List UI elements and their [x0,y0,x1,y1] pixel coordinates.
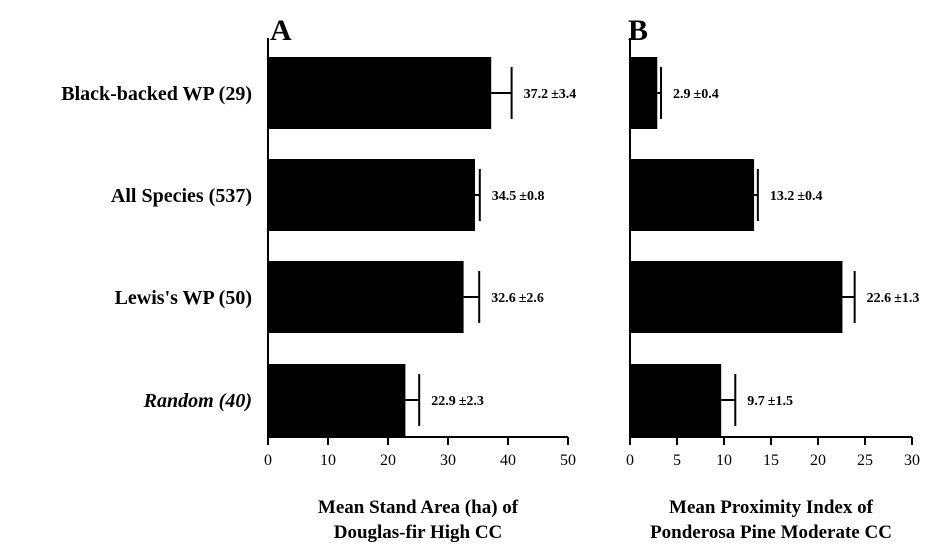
bar [630,261,843,333]
data-label: 37.2 ±3.4 [524,87,577,102]
x-axis-title: Ponderosa Pine Moderate CC [650,522,892,543]
x-tick-label: 30 [904,452,920,469]
x-tick-label: 15 [763,452,779,469]
bar [268,57,492,129]
x-tick-label: 10 [716,452,732,469]
x-tick-label: 20 [380,452,396,469]
bar [268,159,475,231]
x-tick-label: 40 [500,452,516,469]
x-tick-label: 50 [560,452,576,469]
category-label: Lewis's WP (50) [115,287,252,309]
x-axis-title: Mean Proximity Index of [669,497,874,518]
panel-a: A 37.2 ±3.4 34.5 ±0.8 32.6 ±2.6 22.9 ±2.3 0 10 20 30… [264,14,576,543]
data-label: 9.7 ±1.5 [747,394,793,409]
data-label: 22.6 ±1.3 [867,291,920,306]
x-tick-label: 0 [264,452,272,469]
category-labels: Black-backed WP (29) All Species (537) Lew… [61,83,252,412]
x-tick-label: 0 [626,452,634,469]
bar [630,57,658,129]
panel-letter: A [270,14,292,47]
bar [630,159,755,231]
category-label: Random (40) [143,390,252,412]
panel-b: B 2.9 ±0.4 13.2 ±0.4 22.6 ±1.3 9.7 ±1.5 0 5 10 15 20 2… [626,14,920,543]
x-tick-label: 5 [673,452,681,469]
panel-letter: B [628,14,648,47]
x-axis-title: Douglas-fir High CC [334,522,503,543]
data-label: 32.6 ±2.6 [491,291,544,306]
data-label: 22.9 ±2.3 [431,394,484,409]
x-tick-label: 20 [810,452,826,469]
x-tick-label: 30 [440,452,456,469]
bar [268,364,406,436]
data-label: 34.5 ±0.8 [492,189,545,204]
data-label: 2.9 ±0.4 [673,87,719,102]
x-tick-label: 25 [857,452,873,469]
bar [630,364,722,436]
bar [268,261,464,333]
data-label: 13.2 ±0.4 [770,189,823,204]
x-tick-label: 10 [320,452,336,469]
x-axis-title: Mean Stand Area (ha) of [318,497,519,518]
category-label: All Species (537) [111,185,252,207]
category-label: Black-backed WP (29) [61,83,252,105]
